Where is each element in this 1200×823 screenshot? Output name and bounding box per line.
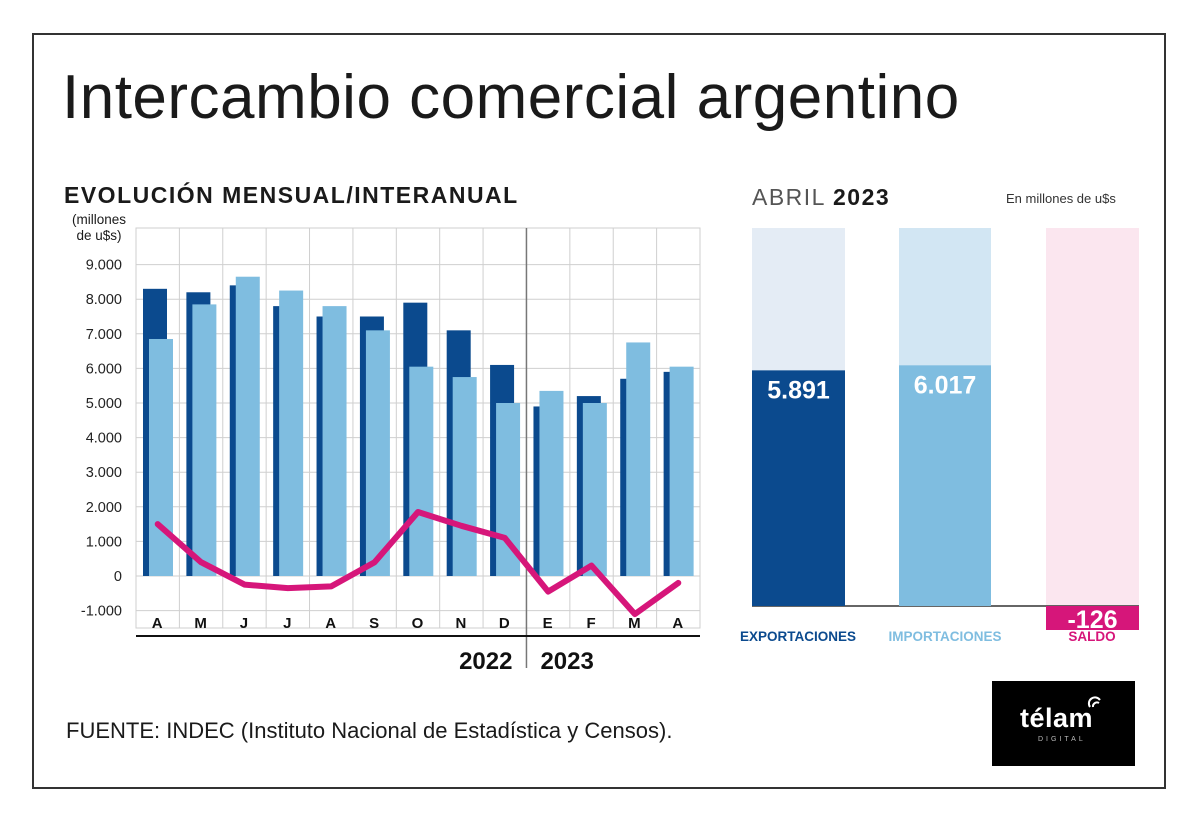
y-tick-label: 3.000 <box>86 465 122 481</box>
heading-month: ABRIL <box>752 184 826 210</box>
bar-value <box>752 370 845 606</box>
x-tick-label: M <box>628 615 642 632</box>
x-tick-label: E <box>543 615 554 632</box>
units-line-2: de u$s) <box>76 228 122 243</box>
telam-logo: télam DIGITAL <box>992 681 1135 766</box>
category-label: EXPORTACIONES <box>740 629 856 644</box>
bar-imports <box>235 276 260 576</box>
bar-imports <box>409 366 434 576</box>
y-tick-label: 6.000 <box>86 361 122 377</box>
year-label: 2023 <box>540 648 593 675</box>
chart-subtitle: EVOLUCIÓN MENSUAL/INTERANUAL <box>64 182 519 208</box>
source-note: FUENTE: INDEC (Instituto Nacional de Est… <box>66 718 673 743</box>
x-tick-label: A <box>672 615 684 632</box>
category-label: IMPORTACIONES <box>888 629 1001 644</box>
bar-background <box>1046 228 1139 606</box>
line-saldo <box>154 509 682 618</box>
logo-text: télam <box>1020 703 1094 733</box>
bar-value <box>1046 606 1139 630</box>
y-tick-label: 8.000 <box>86 292 122 308</box>
x-tick-label: J <box>283 615 292 632</box>
x-tick-label: M <box>194 615 208 632</box>
bar-imports <box>192 304 217 576</box>
y-axis-units: (millones de u$s) <box>58 212 140 244</box>
right-chart-heading: ABRIL 2023 <box>752 184 890 211</box>
logo-subtext: DIGITAL <box>1038 736 1086 743</box>
x-tick-label: F <box>586 615 596 632</box>
y-tick-label: 1.000 <box>86 534 122 550</box>
bar-imports <box>279 290 304 576</box>
bar-value <box>899 365 991 606</box>
bar-imports <box>626 342 651 576</box>
bar-imports <box>452 377 477 576</box>
x-tick-label: A <box>152 615 164 632</box>
year-label: 2022 <box>459 648 512 675</box>
page-title: Intercambio comercial argentino <box>62 63 960 132</box>
y-tick-label: 4.000 <box>86 431 122 447</box>
bar-imports <box>149 338 173 576</box>
right-chart-units: En millones de u$s <box>1006 191 1116 206</box>
bar-imports <box>365 330 390 576</box>
y-tick-label: -1.000 <box>81 604 122 620</box>
y-tick-label: 9.000 <box>86 258 122 274</box>
category-label: SALDO <box>1068 629 1115 644</box>
bar-imports <box>322 306 347 576</box>
x-tick-label: O <box>412 615 425 632</box>
heading-year: 2023 <box>833 184 891 210</box>
y-tick-label: 7.000 <box>86 327 122 343</box>
bar-imports <box>669 366 694 576</box>
broadcast-icon <box>1087 696 1101 708</box>
x-tick-label: N <box>455 615 467 632</box>
y-tick-label: 0 <box>114 569 122 585</box>
bar-value-label: -126 <box>1067 606 1117 634</box>
x-tick-label: A <box>325 615 337 632</box>
y-tick-label: 2.000 <box>86 500 122 516</box>
frame <box>32 33 1166 789</box>
y-tick-label: 5.000 <box>86 396 122 412</box>
x-tick-label: S <box>369 615 380 632</box>
bar-imports <box>496 403 521 576</box>
units-line-1: (millones <box>71 212 126 227</box>
bar-value-label: 6.017 <box>914 371 977 399</box>
bar-value-label: 5.891 <box>767 376 830 404</box>
x-tick-label: J <box>240 615 249 632</box>
x-tick-label: D <box>499 615 511 632</box>
bar-imports <box>539 390 564 576</box>
bar-imports <box>582 403 607 576</box>
